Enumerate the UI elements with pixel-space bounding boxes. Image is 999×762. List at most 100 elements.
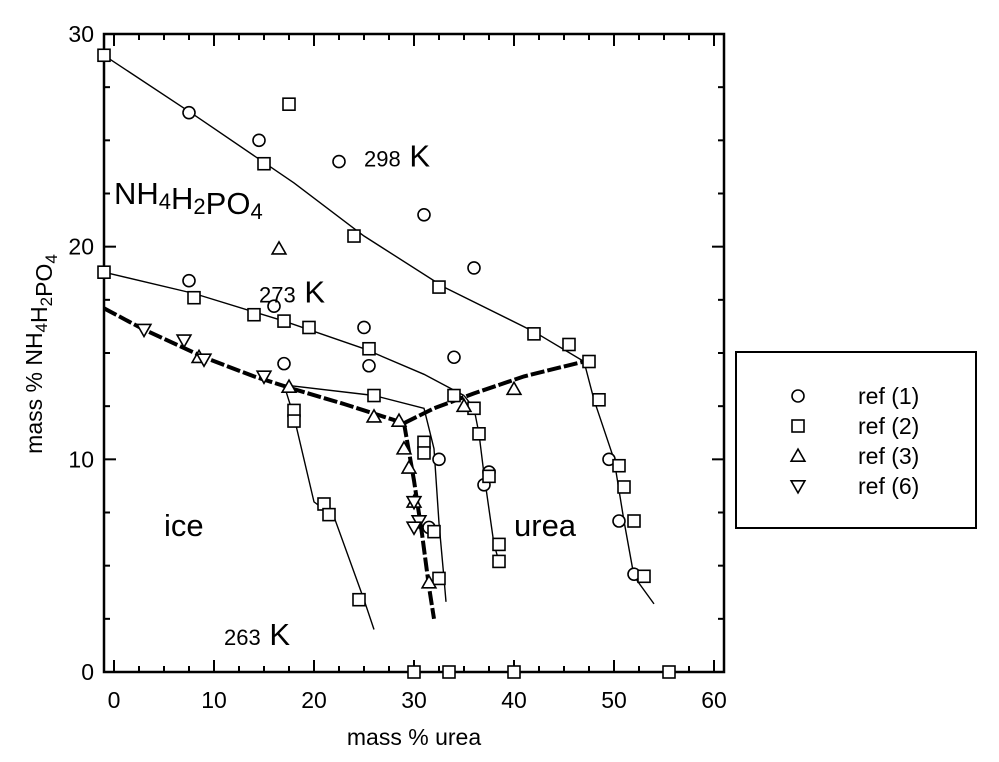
square-marker <box>492 554 506 569</box>
circle-marker <box>252 133 266 148</box>
circle-marker <box>362 358 376 373</box>
circle-marker <box>467 261 481 275</box>
x-tick-label: 40 <box>501 687 527 713</box>
circle-marker <box>277 356 291 371</box>
square-marker <box>527 327 541 341</box>
x-tick-labels: 0 10 20 30 40 50 60 <box>108 687 727 713</box>
square-marker <box>367 388 381 403</box>
triangle-up-marker <box>280 378 298 394</box>
circle-marker <box>332 154 346 169</box>
triangle-up-marker <box>455 397 473 413</box>
square-marker <box>582 354 596 369</box>
chart-annotations: 298 K NH4H2PO4 273 K ice urea 263 K <box>114 139 577 652</box>
triangle-down-marker <box>175 334 193 349</box>
square-marker <box>417 446 431 460</box>
x-tick-label: 60 <box>701 687 727 713</box>
y-tick-label: 10 <box>68 446 94 472</box>
square-marker <box>97 48 111 63</box>
triangle-down-marker <box>405 495 423 511</box>
square-marker <box>562 337 576 352</box>
square-marker <box>97 265 111 279</box>
triangle-up-marker <box>395 440 413 455</box>
data-markers <box>97 48 676 679</box>
y-tick-label: 0 <box>81 659 94 685</box>
triangle-down-marker <box>255 370 273 385</box>
circle-marker <box>357 320 371 335</box>
square-marker <box>662 665 676 679</box>
legend-entry-label: ref (3) <box>858 443 919 469</box>
eutectic-line <box>402 422 436 620</box>
x-tick-label: 50 <box>601 687 627 713</box>
annotation-label: 298 K <box>364 139 430 174</box>
square-marker <box>507 665 521 679</box>
square-marker <box>347 229 361 243</box>
annotation-label: NH4H2PO4 <box>114 176 263 224</box>
series-triangle-up <box>190 240 523 589</box>
square-marker <box>322 507 336 522</box>
square-marker <box>637 569 651 584</box>
circle-marker <box>182 105 196 120</box>
square-marker <box>482 469 496 484</box>
circle-marker <box>432 452 446 467</box>
square-marker <box>277 314 291 328</box>
x-tick-label: 10 <box>201 687 227 713</box>
square-marker <box>617 480 631 494</box>
square-marker <box>432 571 446 586</box>
triangle-up-marker <box>420 574 438 589</box>
x-tick-label: 20 <box>301 687 327 713</box>
circle-marker <box>612 514 626 528</box>
y-tick-label: 30 <box>68 21 94 47</box>
triangle-up-marker <box>365 408 383 423</box>
legend-entry-label: ref (1) <box>858 383 919 409</box>
square-marker <box>352 592 366 607</box>
square-marker <box>282 97 296 111</box>
triangle-up-marker <box>390 412 408 428</box>
square-marker <box>447 388 461 403</box>
y-axis-label: mass % NH4H2PO4 <box>21 254 61 454</box>
y-tick-label: 20 <box>68 234 94 260</box>
legend: ref (1) ref (2) ref (3) ref (6) <box>735 351 977 529</box>
legend-triangle-up-marker <box>789 447 807 462</box>
triangle-down-marker <box>405 521 423 536</box>
y-tick-labels: 0 10 20 30 <box>68 21 94 685</box>
square-marker <box>257 156 271 171</box>
square-marker <box>247 307 261 322</box>
series-square <box>97 48 676 679</box>
legend-triangle-down-marker <box>789 480 807 495</box>
square-marker <box>592 392 606 407</box>
legend-entry-label: ref (6) <box>858 473 919 499</box>
annotation-label: urea <box>514 508 577 543</box>
legend-entry-label: ref (2) <box>858 413 919 439</box>
triangle-up-marker <box>270 240 288 255</box>
square-marker <box>492 537 506 552</box>
annotation-label: 263 K <box>224 617 290 652</box>
triangle-down-marker <box>135 323 153 339</box>
annotation-label: ice <box>164 508 204 543</box>
solubility-curve <box>103 271 465 397</box>
eutectic-line <box>403 359 585 425</box>
circle-marker <box>447 350 461 365</box>
x-axis-label: mass % urea <box>347 724 481 750</box>
square-marker <box>627 514 641 528</box>
square-marker <box>442 665 456 679</box>
annotation-label: 273 K <box>259 275 325 310</box>
legend-square-marker <box>791 419 805 433</box>
legend-box <box>735 351 977 529</box>
square-marker <box>612 458 626 473</box>
square-marker <box>362 341 376 356</box>
square-marker <box>427 524 441 539</box>
square-marker <box>302 320 316 335</box>
series-triangle-down <box>135 323 428 536</box>
square-marker <box>432 280 446 294</box>
legend-circle-marker <box>791 389 805 403</box>
triangle-up-marker <box>400 459 418 474</box>
square-marker <box>407 665 421 679</box>
circle-marker <box>267 299 281 314</box>
circle-marker <box>182 273 196 288</box>
axis-ticks <box>104 33 724 673</box>
square-marker <box>287 414 301 428</box>
circle-marker <box>417 207 431 222</box>
triangle-up-marker <box>505 380 523 396</box>
square-marker <box>187 290 201 305</box>
